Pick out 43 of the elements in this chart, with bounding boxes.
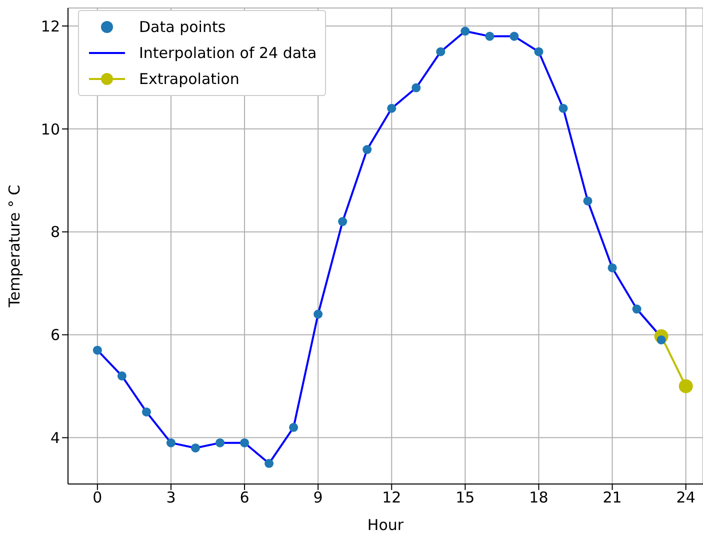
point <box>510 32 519 41</box>
legend-label: Extrapolation <box>139 70 240 88</box>
y-tick-label: 10 <box>40 120 60 138</box>
point <box>338 217 348 226</box>
y-tick-label: 12 <box>40 17 60 36</box>
point <box>608 263 617 272</box>
point <box>142 407 151 416</box>
point <box>583 196 592 206</box>
y-tick-label: 4 <box>50 429 60 448</box>
x-tick-label: 18 <box>529 488 548 507</box>
x-tick-label: 3 <box>166 488 176 507</box>
x-tick-label: 9 <box>313 488 323 507</box>
point <box>362 145 372 154</box>
x-tick-label: 12 <box>382 488 402 507</box>
legend-label: Interpolation of 24 data <box>139 44 317 62</box>
point <box>460 26 470 36</box>
point <box>264 458 274 468</box>
point <box>558 104 568 113</box>
point <box>412 83 421 92</box>
point <box>632 304 642 314</box>
x-axis-title: Hour <box>367 516 404 534</box>
point <box>678 379 693 394</box>
x-tick-label: 21 <box>602 488 622 507</box>
point <box>240 438 250 448</box>
point <box>436 47 446 56</box>
point <box>289 422 298 432</box>
point <box>92 346 102 355</box>
y-axis-title: Temperature ° C <box>5 184 24 308</box>
point <box>485 32 494 41</box>
point <box>314 310 323 319</box>
point <box>190 443 200 452</box>
y-tick-label: 8 <box>50 223 60 242</box>
point <box>534 47 544 56</box>
point <box>117 371 126 380</box>
point <box>387 104 396 113</box>
x-tick-label: 24 <box>676 488 696 507</box>
point <box>215 438 225 448</box>
y-tick-label: 6 <box>50 326 60 344</box>
point <box>166 438 176 448</box>
legend-label: Data points <box>139 18 226 36</box>
x-tick-label: 15 <box>456 488 475 507</box>
x-tick-label: 6 <box>240 488 250 507</box>
x-tick-label: 0 <box>92 488 102 507</box>
